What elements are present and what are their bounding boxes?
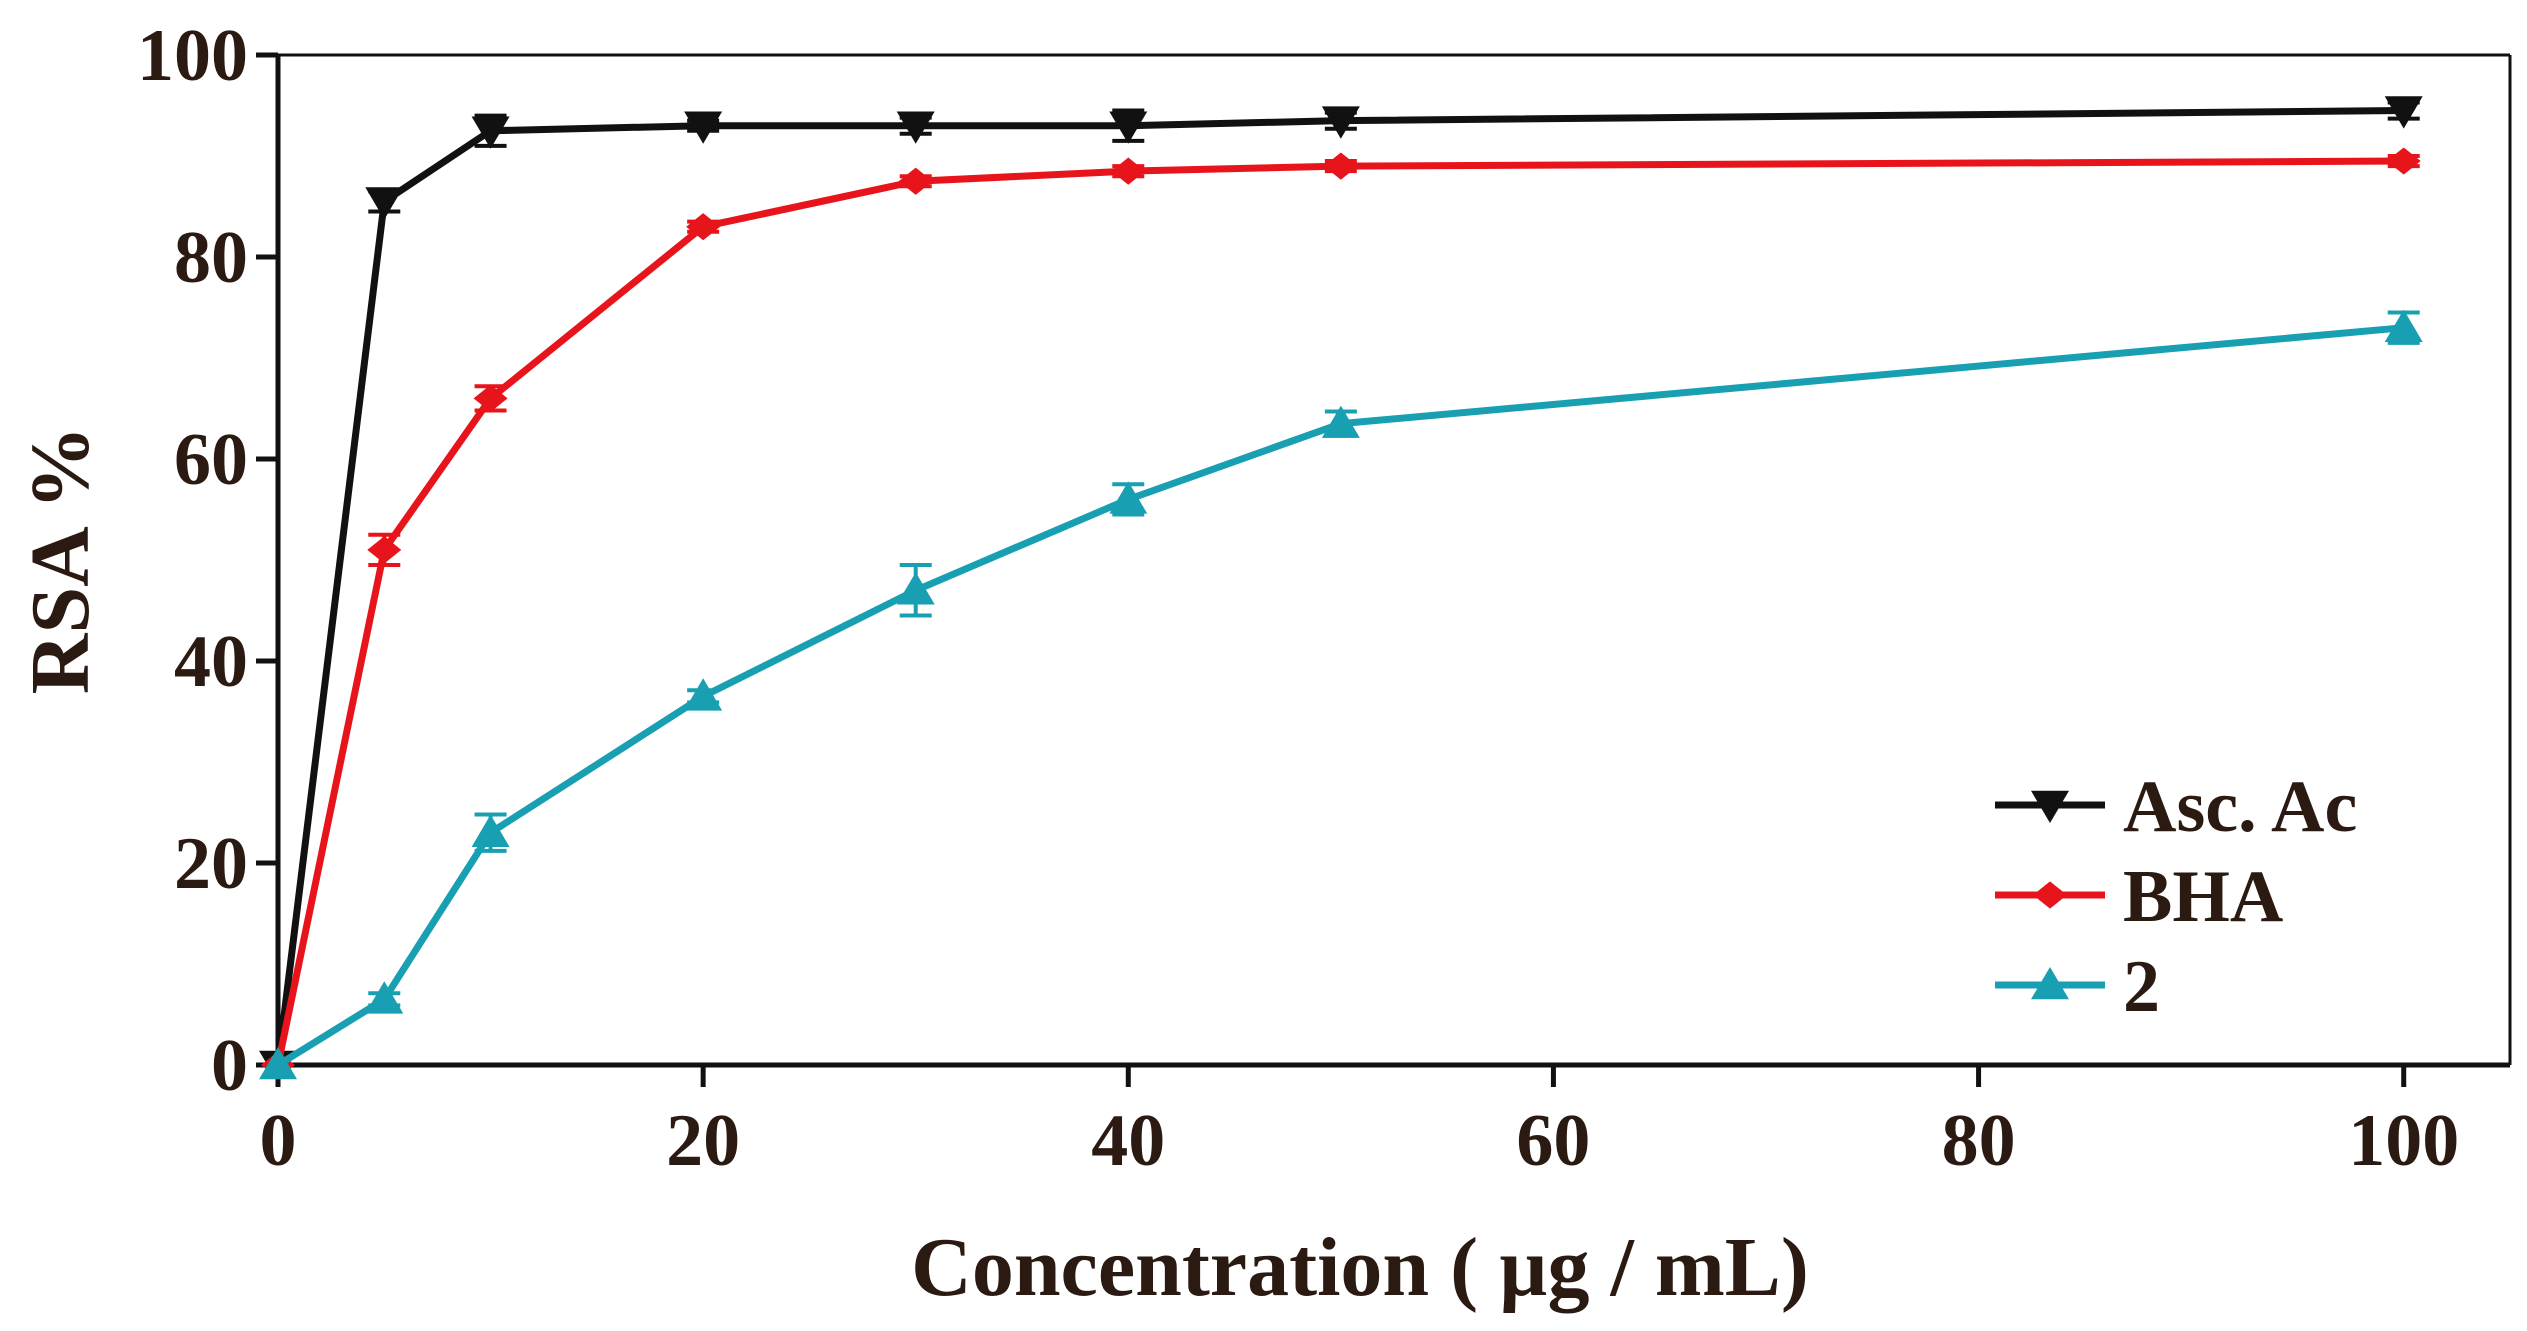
series-line [276, 324, 2405, 1068]
x-tick-label: 20 [666, 1100, 740, 1182]
y-tick-label: 60 [174, 419, 248, 501]
legend-marker [2031, 790, 2069, 824]
legend-marker [2033, 881, 2067, 909]
y-tick-label: 20 [174, 823, 248, 905]
plot-frame [275, 53, 2512, 1068]
data-point [367, 536, 402, 564]
series-line [274, 107, 2404, 1066]
data-point [898, 167, 933, 195]
legend-marker [2031, 966, 2069, 1000]
data-point [471, 116, 510, 149]
data-point [684, 678, 723, 711]
x-tick-label: 60 [1516, 1100, 1590, 1182]
x-tick-label: 40 [1091, 1100, 1165, 1182]
series-layer [259, 96, 2423, 1084]
x-tick-label: 0 [260, 1100, 297, 1182]
data-point [1323, 152, 1358, 180]
data-point [896, 572, 935, 605]
y-tick-label: 80 [174, 217, 248, 299]
data-point [1111, 157, 1146, 185]
data-point [1109, 481, 1148, 514]
x-tick-label: 100 [2348, 1100, 2459, 1182]
x-axis-label: Concentration ( µg / mL) [911, 1221, 1809, 1314]
data-point [473, 384, 508, 412]
y-tick-label: 0 [211, 1025, 248, 1107]
data-point [365, 981, 404, 1014]
series-1 [261, 147, 2421, 1079]
data-point [259, 1046, 297, 1080]
y-axis: 0 20 40 60 80 100 [137, 15, 278, 1107]
series-line [274, 157, 2404, 1066]
y-tick-label: 40 [174, 621, 248, 703]
data-point [2384, 309, 2423, 342]
x-axis: 0 20 40 60 80 100 [260, 1065, 2459, 1182]
x-tick-label: 80 [1942, 1100, 2016, 1182]
legend-label: Asc. Ac [2123, 766, 2357, 848]
data-point [1321, 106, 1360, 139]
data-point [686, 213, 721, 241]
y-axis-label: RSA % [14, 426, 107, 694]
data-point [896, 111, 935, 144]
legend-label: 2 [2123, 946, 2160, 1028]
data-point [1109, 111, 1148, 144]
data-point [471, 814, 510, 847]
y-tick-label: 100 [137, 15, 248, 97]
series-0 [259, 96, 2423, 1084]
legend-label: BHA [2123, 856, 2283, 938]
data-point [2384, 96, 2423, 129]
data-point [1321, 405, 1360, 438]
data-point [2386, 147, 2421, 175]
series-2 [259, 309, 2423, 1080]
data-point [684, 111, 723, 144]
data-point [365, 187, 404, 220]
